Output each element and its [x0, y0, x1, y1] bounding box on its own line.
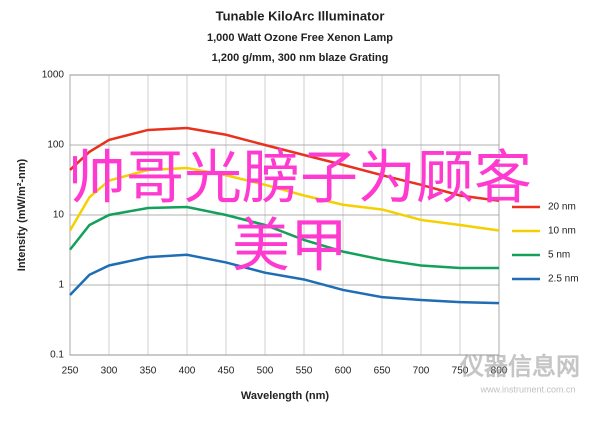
overlay-text: 美甲	[232, 213, 348, 278]
x-tick-label: 450	[218, 366, 235, 377]
legend-label: 5 nm	[548, 250, 570, 261]
x-axis-title: Wavelength (nm)	[241, 390, 330, 402]
legend-label: 2.5 nm	[548, 274, 579, 285]
y-tick-label: 10	[53, 210, 65, 221]
watermark: 仪器信息网	[459, 352, 580, 380]
y-tick-label: 1000	[42, 70, 65, 81]
x-tick-label: 500	[257, 366, 274, 377]
legend-label: 10 nm	[548, 226, 576, 237]
watermark-url: www.instrument.com.cn	[479, 384, 575, 394]
y-axis-title: Intensity (mW/m²-nm)	[16, 158, 28, 271]
chart-subtitle: 1,200 g/mm, 300 nm blaze Grating	[212, 52, 389, 64]
x-tick-label: 250	[62, 366, 79, 377]
x-tick-label: 350	[140, 366, 157, 377]
series-line	[68, 166, 500, 232]
x-tick-label: 400	[179, 366, 196, 377]
x-tick-label: 800	[491, 366, 508, 377]
series-line	[69, 205, 499, 270]
x-tick-label: 750	[452, 366, 469, 377]
x-tick-label: 600	[335, 366, 352, 377]
y-tick-label: 100	[47, 140, 64, 151]
overlay-text: 帅哥光膀子为顾客	[68, 145, 532, 210]
chart-title: Tunable KiloArc Illuminator	[216, 8, 385, 23]
series-line	[69, 126, 500, 202]
x-tick-label: 300	[101, 366, 118, 377]
x-tick-label: 700	[413, 366, 430, 377]
x-tick-label: 650	[374, 366, 391, 377]
legend-label: 20 nm	[548, 202, 576, 213]
x-tick-label: 550	[296, 366, 313, 377]
series-line	[69, 253, 500, 305]
chart-subtitle: 1,000 Watt Ozone Free Xenon Lamp	[207, 32, 393, 44]
y-tick-label: 1	[58, 280, 64, 291]
y-tick-label: 0.1	[50, 350, 64, 361]
